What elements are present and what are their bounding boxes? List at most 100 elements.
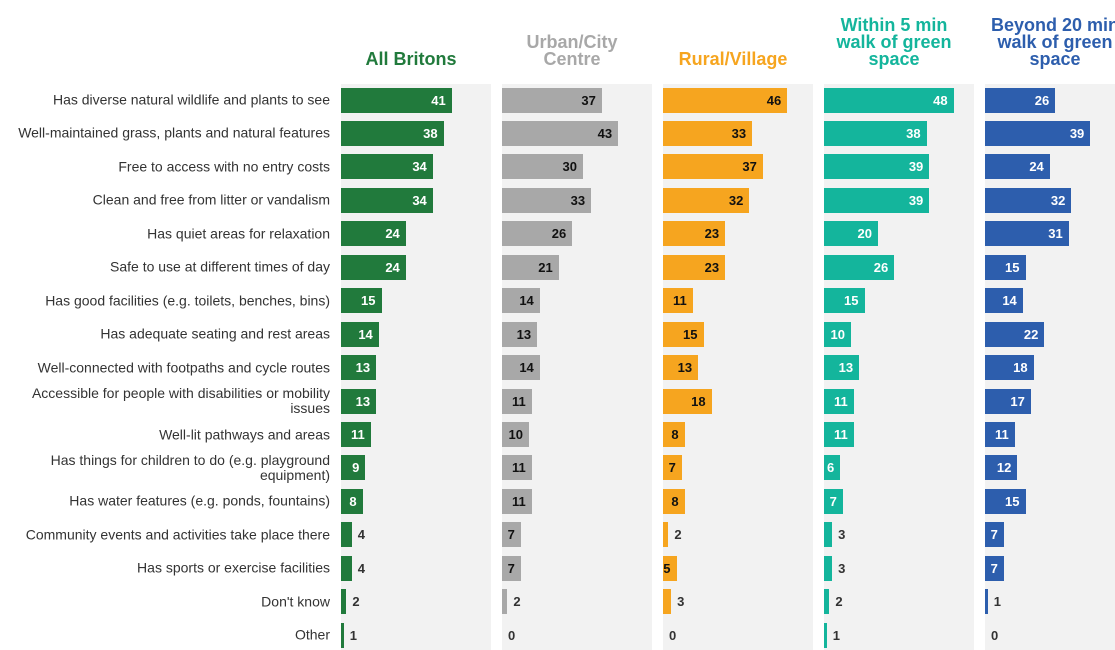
category-label: Other xyxy=(294,626,330,643)
value-label: 13 xyxy=(355,360,371,376)
value-label: 20 xyxy=(857,226,872,242)
value-label: 2 xyxy=(513,594,521,610)
value-label: 13 xyxy=(355,393,371,409)
bar xyxy=(663,120,753,146)
bar xyxy=(824,154,930,180)
bar xyxy=(985,154,1050,180)
bar xyxy=(502,288,540,314)
value-label: 10 xyxy=(830,326,845,342)
bar xyxy=(824,254,895,280)
value-label: 1 xyxy=(832,627,840,643)
value-label: 24 xyxy=(385,226,400,242)
value-label: 23 xyxy=(704,259,720,275)
bar xyxy=(985,355,1034,381)
bar xyxy=(663,522,669,548)
bar xyxy=(502,555,521,581)
value-label: 3 xyxy=(838,527,846,543)
value-label: 14 xyxy=(358,326,373,342)
value-label: 9 xyxy=(352,460,360,476)
value-label: 14 xyxy=(1002,293,1017,309)
value-label: 11 xyxy=(511,460,526,476)
value-label: 18 xyxy=(1013,360,1028,376)
bar xyxy=(663,455,682,481)
value-label: 7 xyxy=(668,460,676,476)
bar xyxy=(824,455,841,481)
value-label: 14 xyxy=(519,293,534,309)
value-label: 11 xyxy=(350,427,365,442)
bar xyxy=(824,589,830,615)
value-label: 7 xyxy=(990,527,998,543)
bar xyxy=(502,187,592,213)
value-label: 39 xyxy=(1069,125,1085,141)
bar xyxy=(663,87,788,113)
bar xyxy=(985,120,1091,146)
bar xyxy=(502,221,573,247)
category-label: Has adequate seating and rest areas xyxy=(100,325,330,342)
bar xyxy=(341,154,433,180)
value-label: 46 xyxy=(766,92,782,108)
value-label: 39 xyxy=(908,159,924,175)
category-label: Has good facilities (e.g. toilets, bench… xyxy=(45,292,330,309)
category-label: Clean and free from litter or vandalism xyxy=(92,191,330,208)
value-label: 3 xyxy=(838,560,846,576)
value-label: 24 xyxy=(385,259,400,275)
value-label: 38 xyxy=(906,125,921,141)
series-header: Urban/City Centre xyxy=(526,32,618,69)
value-label: 2 xyxy=(835,594,843,610)
value-label: 11 xyxy=(672,293,687,309)
bar xyxy=(824,321,851,347)
bar xyxy=(663,288,693,314)
bar xyxy=(341,622,344,648)
value-label: 7 xyxy=(507,527,515,543)
value-label: 8 xyxy=(671,427,679,442)
value-label: 0 xyxy=(508,627,516,643)
value-label: 13 xyxy=(677,360,693,376)
bar xyxy=(985,254,1026,280)
bar xyxy=(985,455,1018,481)
value-label: 11 xyxy=(833,393,848,409)
bar xyxy=(502,154,583,180)
bar xyxy=(341,87,452,113)
bar xyxy=(985,288,1023,314)
value-label: 0 xyxy=(991,627,999,643)
category-label: Has water features (e.g. ponds, fountain… xyxy=(69,492,330,509)
value-label: 5 xyxy=(663,560,671,576)
bar xyxy=(341,422,371,447)
value-label: 4 xyxy=(357,560,366,576)
bar xyxy=(824,187,930,213)
value-label: 11 xyxy=(833,427,848,442)
value-label: 37 xyxy=(581,92,596,108)
bar xyxy=(502,254,559,280)
bar xyxy=(985,221,1069,247)
bar xyxy=(985,589,988,615)
value-label: 38 xyxy=(423,125,438,141)
bar xyxy=(502,87,602,113)
bar xyxy=(341,488,363,514)
bar xyxy=(502,422,529,447)
value-label: 11 xyxy=(511,493,526,509)
bar xyxy=(341,522,352,548)
value-label: 15 xyxy=(1005,259,1020,275)
value-label: 48 xyxy=(933,92,948,108)
value-label: 18 xyxy=(691,393,706,409)
value-label: 33 xyxy=(570,192,586,208)
value-label: 34 xyxy=(412,159,427,175)
value-label: 7 xyxy=(990,560,998,576)
value-label: 1 xyxy=(993,594,1001,610)
category-label: Has diverse natural wildlife and plants … xyxy=(52,91,330,108)
series-header: Beyond 20 min walk of green space xyxy=(990,15,1115,69)
category-label: Has sports or exercise facilities xyxy=(137,559,330,576)
value-label: 3 xyxy=(677,594,685,610)
bar xyxy=(663,187,750,213)
bar xyxy=(341,120,444,146)
value-label: 2 xyxy=(352,594,360,610)
series-header: All Britons xyxy=(365,49,457,69)
bar xyxy=(502,120,619,146)
bar xyxy=(663,589,672,615)
value-label: 11 xyxy=(994,427,1009,442)
value-label: 39 xyxy=(908,192,924,208)
bar xyxy=(341,355,377,381)
value-label: 15 xyxy=(683,326,698,342)
bar xyxy=(985,87,1056,113)
